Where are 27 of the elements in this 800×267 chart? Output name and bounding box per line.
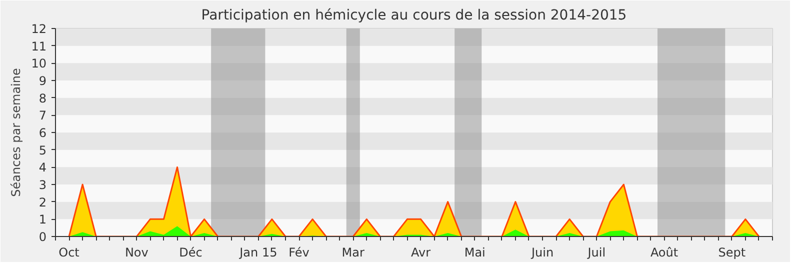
x-tick-label: Nov	[124, 246, 148, 260]
chart-title: Participation en hémicycle au cours de la session 2014-2015	[201, 8, 627, 24]
x-tick-label: Sept	[718, 246, 746, 260]
y-tick-label: 11	[31, 39, 47, 54]
x-tick-label: Juin	[530, 246, 554, 260]
x-tick-label: Avr	[410, 246, 431, 260]
y-tick-label: 3	[38, 178, 47, 192]
y-tick-label: 2	[38, 195, 47, 210]
x-tick-label: Août	[650, 246, 678, 260]
y-tick-label: 0	[38, 230, 47, 244]
x-tick-label: Juil	[586, 246, 606, 260]
y-tick-label: 8	[38, 91, 47, 106]
y-tick-label: 12	[31, 22, 47, 36]
x-tick-label: Mai	[464, 246, 486, 260]
y-tick-label: 6	[38, 126, 47, 140]
y-tick-label: 1	[38, 212, 47, 227]
y-tick-label: 4	[38, 160, 47, 175]
y-tick-label: 10	[31, 56, 47, 71]
x-tick-label: Jan 15	[238, 246, 278, 260]
x-tick-label: Oct	[58, 246, 80, 260]
y-tick-label: 5	[38, 143, 47, 158]
x-tick-label: Déc	[179, 246, 202, 260]
x-tick-label: Mar	[342, 246, 365, 260]
y-tick-label: 7	[38, 108, 47, 123]
x-tick-label: Fév	[288, 246, 310, 260]
y-tick-label: 9	[38, 74, 47, 88]
y-axis-title: Séances par semaine	[9, 68, 24, 197]
